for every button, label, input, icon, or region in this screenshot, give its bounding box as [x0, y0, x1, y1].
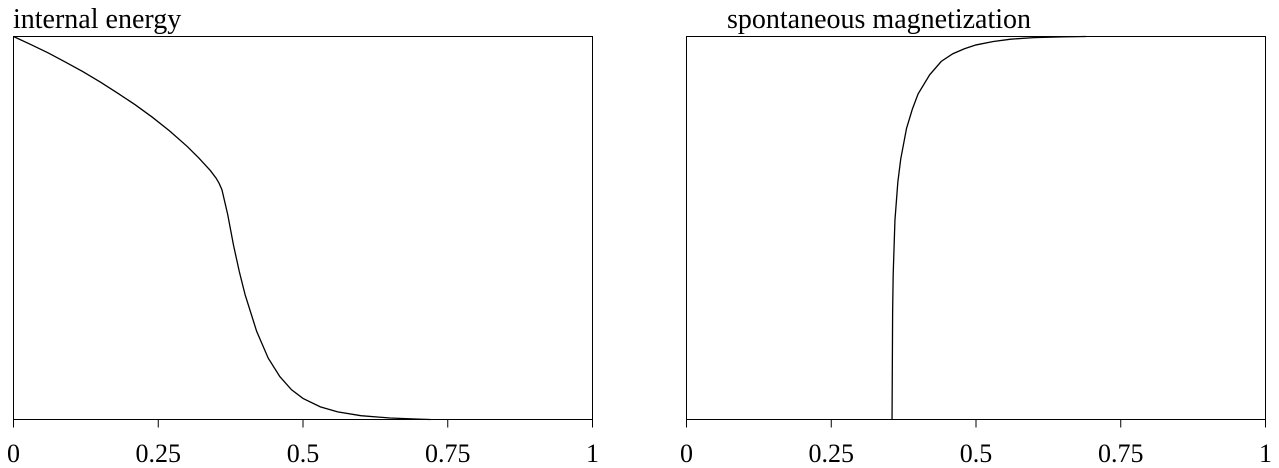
spontaneous-magnetization-panel: spontaneous magnetization 0 0.25 0.5 0.75 1 — [680, 4, 1272, 468]
spontaneous-magnetization-line — [891, 35, 1087, 420]
x-tick-label: 0.25 — [136, 439, 182, 468]
internal-energy-line — [13, 35, 431, 421]
x-tick-label: 0.5 — [960, 439, 993, 468]
x-tick-label: 1 — [586, 439, 599, 468]
x-axis-ticks: 0 0.25 0.5 0.75 1 — [7, 419, 599, 468]
x-tick-label: 0.75 — [1098, 439, 1144, 468]
panel-title: internal energy — [13, 4, 181, 35]
plot-frame — [686, 36, 1266, 420]
plot-frame — [13, 36, 593, 420]
x-tick-label: 1 — [1259, 439, 1272, 468]
x-tick-label: 0 — [7, 439, 20, 468]
x-tick-label: 0.5 — [287, 439, 320, 468]
x-tick-label: 0 — [680, 439, 693, 468]
internal-energy-panel: internal energy 0 0.25 0.5 0.75 1 — [7, 4, 599, 468]
panel-title: spontaneous magnetization — [727, 4, 1031, 35]
x-tick-label: 0.25 — [809, 439, 855, 468]
x-tick-label: 0.75 — [425, 439, 471, 468]
x-axis-ticks: 0 0.25 0.5 0.75 1 — [680, 419, 1272, 468]
